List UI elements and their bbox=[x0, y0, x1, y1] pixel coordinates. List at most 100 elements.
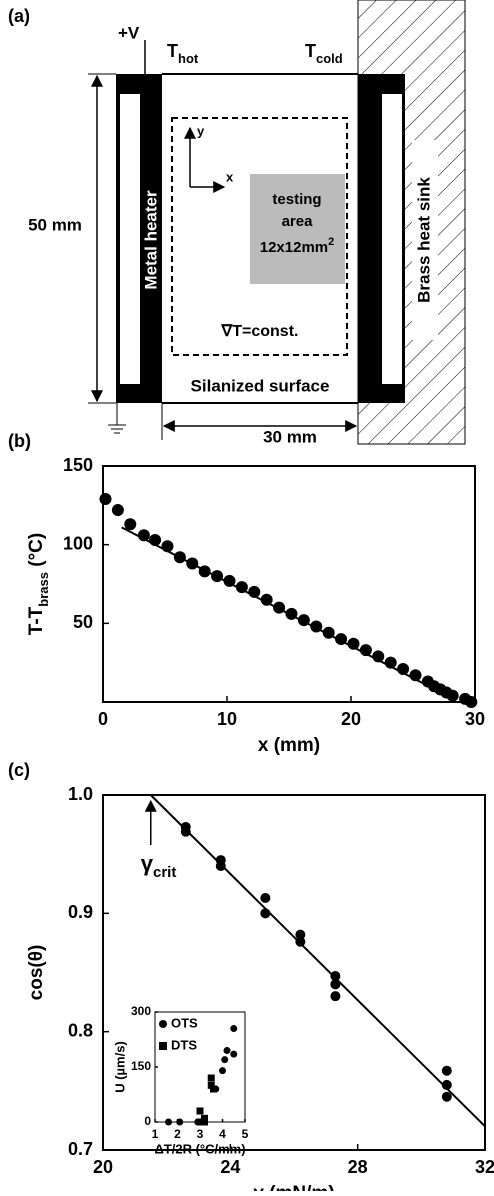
y-axis-label-part: (°C) bbox=[26, 533, 47, 572]
fit-line bbox=[121, 526, 451, 699]
x-tick-label: 24 bbox=[220, 1157, 240, 1177]
sink-label: Brass heat sink bbox=[414, 177, 433, 303]
plot-frame bbox=[102, 465, 476, 703]
point bbox=[330, 991, 341, 1002]
panel-a: (a) Brass heat sink +V Thot Tcold Metal … bbox=[8, 0, 466, 446]
width-label: 30 mm bbox=[263, 427, 317, 446]
point bbox=[215, 861, 226, 871]
inset-bg bbox=[155, 1012, 245, 1122]
x-tick-label: 20 bbox=[93, 1157, 113, 1177]
x-tick-label: 10 bbox=[217, 709, 237, 729]
point bbox=[230, 1025, 238, 1032]
point bbox=[465, 696, 478, 708]
point bbox=[207, 1074, 215, 1082]
x-tick-label: 2 bbox=[174, 1127, 181, 1141]
annotation: γcrit bbox=[141, 851, 177, 882]
size-label: 12x12mm2 bbox=[260, 236, 335, 256]
annotation-main: γ bbox=[141, 851, 154, 876]
x-tick-label: 3 bbox=[197, 1127, 204, 1141]
point bbox=[330, 971, 341, 982]
point bbox=[99, 493, 112, 506]
x-tick-label: 4 bbox=[219, 1127, 226, 1141]
y-tick-label: 300 bbox=[131, 1004, 151, 1018]
point bbox=[295, 936, 306, 947]
testing-area bbox=[250, 174, 345, 284]
testing-label: testing bbox=[272, 191, 321, 208]
y-axis-label-part: brass bbox=[36, 572, 51, 607]
y-tick-label: 0 bbox=[144, 1114, 151, 1128]
y-tick-label: 100 bbox=[63, 533, 93, 553]
x-axis-label: γ (mN/m) bbox=[253, 1183, 334, 1191]
point bbox=[221, 1056, 229, 1064]
point bbox=[176, 1118, 184, 1126]
t-cold: Tcold bbox=[305, 41, 343, 66]
y-tick-label: 150 bbox=[131, 1059, 151, 1073]
heater-insert bbox=[120, 94, 140, 384]
point bbox=[260, 593, 273, 606]
fit-line bbox=[150, 794, 486, 1128]
point bbox=[201, 1118, 208, 1126]
point bbox=[441, 1065, 452, 1076]
size-main: 12x12mm bbox=[260, 239, 328, 256]
gradient-label: ∇T=const. bbox=[221, 323, 299, 340]
y-tick-label: 50 bbox=[73, 612, 93, 632]
x-tick-label: 30 bbox=[465, 709, 485, 729]
point bbox=[260, 892, 271, 903]
y-tick-label: 0.7 bbox=[68, 1139, 93, 1159]
axis-name: y bbox=[197, 123, 205, 138]
heater-label: Metal heater bbox=[141, 190, 160, 290]
x-tick-label: 5 bbox=[242, 1127, 249, 1141]
region bbox=[171, 117, 348, 356]
point bbox=[207, 1081, 215, 1089]
legend-marker bbox=[159, 1042, 167, 1050]
point bbox=[295, 929, 306, 940]
x-tick-label: 0 bbox=[98, 709, 108, 729]
panel-label: (a) bbox=[8, 6, 30, 26]
x-axis-label-part: (mN/m) bbox=[264, 1183, 335, 1191]
point bbox=[165, 1118, 172, 1126]
legend-marker bbox=[159, 1020, 167, 1028]
size-sup: 2 bbox=[328, 236, 334, 248]
y-axis-label: T-Tbrass (°C) bbox=[26, 533, 51, 635]
surface-label: Silanized surface bbox=[191, 376, 330, 395]
annotation-sub: crit bbox=[153, 864, 176, 881]
legend-label: OTS bbox=[171, 1015, 198, 1030]
x-tick-label: 28 bbox=[348, 1157, 368, 1177]
point bbox=[124, 518, 137, 531]
axis-name: x bbox=[226, 169, 234, 184]
panel-label: (c) bbox=[8, 760, 30, 780]
plot-frame bbox=[102, 794, 486, 1151]
y-tick-label: 0.8 bbox=[68, 1020, 93, 1040]
y-axis-label-part: T-T bbox=[26, 606, 47, 635]
x-axis-label: x (mm) bbox=[258, 735, 320, 756]
t-hot: Thot bbox=[167, 41, 199, 66]
cold-insert bbox=[382, 94, 402, 384]
panel-label: (b) bbox=[8, 431, 31, 451]
y-axis-label: U (µm/s) bbox=[112, 1041, 127, 1093]
point bbox=[230, 1050, 238, 1058]
testing-label: area bbox=[282, 213, 314, 230]
t-sub: cold bbox=[316, 51, 343, 66]
point bbox=[196, 1118, 204, 1126]
x-tick-label: 20 bbox=[341, 709, 361, 729]
point bbox=[441, 1079, 452, 1090]
point bbox=[210, 1085, 217, 1093]
point bbox=[180, 826, 191, 837]
point bbox=[223, 1047, 231, 1054]
x-axis-label-part: γ bbox=[253, 1183, 264, 1191]
t-main: T bbox=[167, 41, 178, 61]
x-tick-label: 32 bbox=[475, 1157, 494, 1177]
y-tick-label: 1.0 bbox=[68, 784, 93, 804]
point bbox=[196, 1107, 204, 1115]
point bbox=[201, 1114, 208, 1122]
x-tick-label: 1 bbox=[152, 1127, 159, 1141]
point bbox=[446, 689, 459, 702]
t-main: T bbox=[305, 41, 316, 61]
point bbox=[219, 1067, 226, 1075]
point bbox=[111, 504, 124, 517]
x-axis-label: ΔT/2R (°C/mm) bbox=[154, 1141, 245, 1156]
legend-label: DTS bbox=[171, 1037, 197, 1052]
height-label: 50 mm bbox=[28, 215, 82, 234]
ground bbox=[108, 403, 126, 434]
